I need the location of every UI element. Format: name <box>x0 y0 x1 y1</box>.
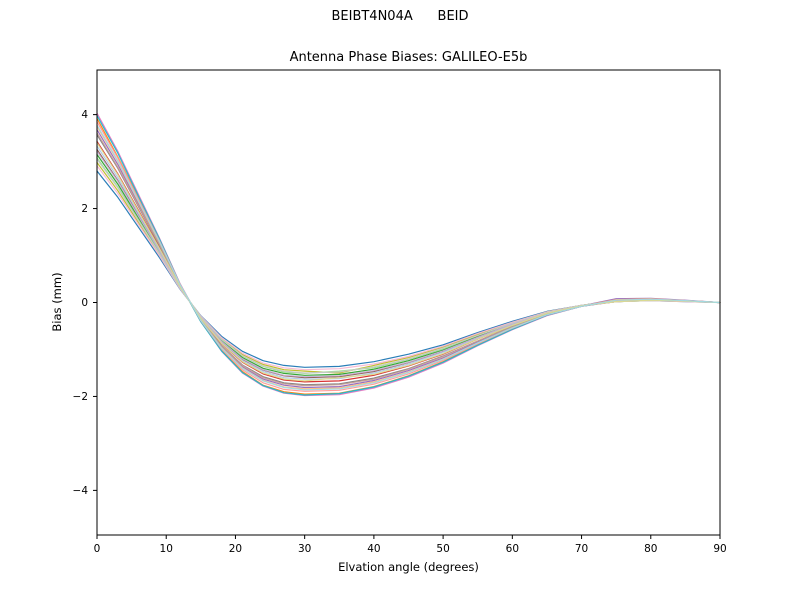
y-tick-label: 0 <box>81 297 88 309</box>
series-line-series-01 <box>96 170 721 368</box>
series-line-series-12 <box>96 125 721 390</box>
series-line-series-13 <box>96 157 721 374</box>
series-line-series-06 <box>96 148 721 379</box>
x-tick-label: 0 <box>94 543 101 555</box>
x-tick-label: 60 <box>506 543 519 555</box>
series-line-series-09 <box>96 161 721 374</box>
series-line-series-05 <box>96 129 721 389</box>
y-tick-label: −2 <box>73 391 88 403</box>
series-line-series-20 <box>96 124 721 391</box>
x-tick-label: 70 <box>575 543 588 555</box>
x-tick-label: 80 <box>644 543 657 555</box>
series-line-series-10 <box>96 114 721 396</box>
figure-supertitle: BEIBT4N04A BEID <box>331 9 469 24</box>
y-axis-label: Bias (mm) <box>50 272 64 332</box>
x-tick-label: 30 <box>298 543 311 555</box>
series-line-series-18 <box>96 158 721 374</box>
series-line-series-19 <box>96 142 721 382</box>
series-line-series-07 <box>96 112 721 397</box>
series-line-series-17 <box>96 165 721 371</box>
series-line-series-11 <box>96 145 721 380</box>
x-tick-label: 50 <box>436 543 449 555</box>
series-line-series-16 <box>96 132 721 387</box>
series-line-series-15 <box>96 150 721 378</box>
y-tick-label: −4 <box>73 485 89 497</box>
x-tick-label: 40 <box>367 543 380 555</box>
x-axis-label: Elvation angle (degrees) <box>338 560 479 574</box>
series-line-series-14 <box>96 121 721 392</box>
x-tick-label: 90 <box>713 543 726 555</box>
x-tick-label: 20 <box>229 543 242 555</box>
series-line-series-02 <box>96 117 721 395</box>
series-line-series-04 <box>96 140 721 383</box>
series-line-series-03 <box>96 153 721 376</box>
series-line-series-08 <box>96 134 721 386</box>
y-tick-label: 2 <box>81 203 88 215</box>
y-tick-label: 4 <box>81 109 88 121</box>
x-tick-label: 10 <box>160 543 173 555</box>
chart-title: Antenna Phase Biases: GALILEO-E5b <box>289 50 528 65</box>
